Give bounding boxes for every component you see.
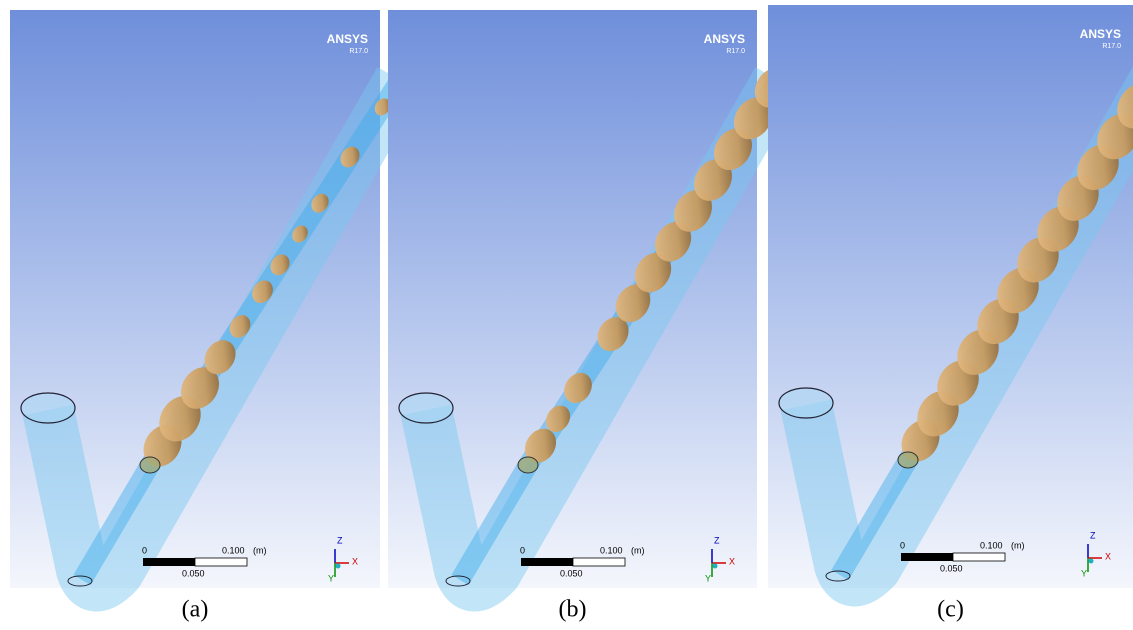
logo: ANSYS <box>704 32 745 46</box>
scale-black <box>521 558 573 566</box>
axis-y-label: Y <box>328 573 334 583</box>
scale-end: 0.100 <box>600 545 623 555</box>
version: R17.0 <box>349 48 368 55</box>
panel: ANSYS R17.0 0 0.100 (m) 0.050 Z X Y <box>768 5 1133 588</box>
axis-origin <box>713 564 718 569</box>
axis-y-label: Y <box>1081 568 1087 578</box>
logo: ANSYS <box>1080 27 1121 41</box>
scale-black <box>143 558 195 566</box>
scale-start: 0 <box>520 545 525 555</box>
version: R17.0 <box>1102 43 1121 50</box>
version: R17.0 <box>726 48 745 55</box>
scale-unit: (m) <box>1011 540 1025 550</box>
pipe-inlet <box>21 393 75 423</box>
scale-mid: 0.050 <box>940 563 963 573</box>
caption: (b) <box>559 597 587 623</box>
scale-white <box>573 558 625 566</box>
panel: ANSYS R17.0 0 0.100 (m) 0.050 Z X Y <box>10 10 400 588</box>
inner-inlet <box>898 452 918 468</box>
scale-white <box>953 553 1005 561</box>
scale-white <box>195 558 247 566</box>
axis-z-label: Z <box>1090 530 1096 540</box>
axis-z-label: Z <box>714 535 720 545</box>
axis-x-label: X <box>1105 551 1111 561</box>
pipe-inlet <box>399 393 453 423</box>
scale-mid: 0.050 <box>560 568 583 578</box>
inner-inlet <box>140 457 160 473</box>
figure: ANSYS R17.0 0 0.100 (m) 0.050 Z X Y (a) ANSYS R17.0… <box>0 0 1133 630</box>
pipe-inlet <box>779 388 833 418</box>
axis-origin <box>336 564 341 569</box>
caption: (c) <box>937 597 964 623</box>
caption: (a) <box>182 597 209 623</box>
axis-z-label: Z <box>337 535 343 545</box>
axis-x-label: X <box>352 556 358 566</box>
axis-origin <box>1089 559 1094 564</box>
logo: ANSYS <box>327 32 368 46</box>
panel: ANSYS R17.0 0 0.100 (m) 0.050 Z X Y <box>388 10 799 588</box>
axis-y-label: Y <box>705 573 711 583</box>
scale-unit: (m) <box>253 545 267 555</box>
scale-black <box>901 553 953 561</box>
axis-x-label: X <box>729 556 735 566</box>
scale-end: 0.100 <box>980 540 1003 550</box>
scale-end: 0.100 <box>222 545 245 555</box>
scale-unit: (m) <box>631 545 645 555</box>
scale-start: 0 <box>142 545 147 555</box>
inner-inlet <box>518 457 538 473</box>
scale-start: 0 <box>900 540 905 550</box>
scale-mid: 0.050 <box>182 568 205 578</box>
